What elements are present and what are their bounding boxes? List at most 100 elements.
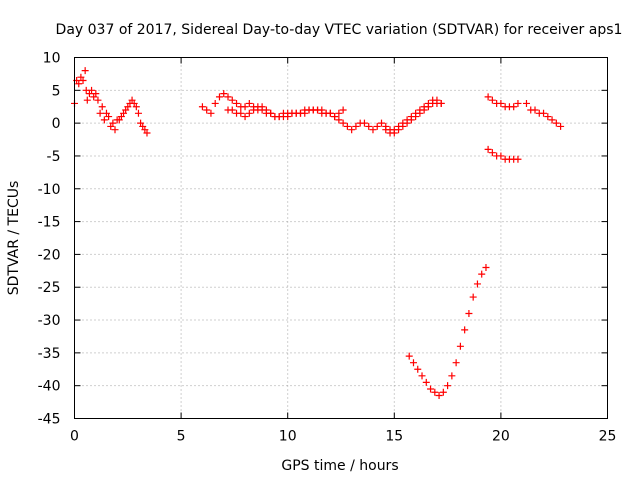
data-point	[326, 109, 334, 117]
chart-title: Day 037 of 2017, Sidereal Day-to-day VTE…	[56, 22, 623, 38]
data-point	[228, 96, 236, 104]
data-point	[207, 109, 215, 117]
data-point	[211, 99, 219, 107]
data-point	[427, 385, 435, 393]
data-point	[444, 382, 452, 390]
data-point	[100, 116, 108, 124]
data-point	[373, 122, 381, 130]
data-point	[412, 109, 420, 117]
x-tick-label: 20	[492, 429, 510, 445]
data-point	[360, 119, 368, 127]
data-point	[422, 378, 430, 386]
data-point	[439, 388, 447, 396]
y-tick-label: -35	[38, 346, 61, 362]
y-tick-label: -15	[38, 215, 61, 231]
data-point	[343, 122, 351, 130]
data-point	[245, 99, 253, 107]
data-point	[469, 293, 477, 301]
data-point	[448, 372, 456, 380]
data-point	[478, 270, 486, 278]
data-point	[262, 106, 270, 114]
data-point	[552, 119, 560, 127]
data-point	[228, 106, 236, 114]
data-point	[241, 113, 249, 121]
data-point	[339, 106, 347, 114]
data-point	[94, 96, 102, 104]
y-tick-label: -30	[38, 313, 61, 329]
data-point	[407, 113, 415, 121]
y-tick-label: -10	[38, 182, 61, 198]
data-point	[522, 99, 530, 107]
data-point	[105, 113, 113, 121]
data-point	[83, 96, 91, 104]
data-point	[540, 109, 548, 117]
x-tick-label: 10	[279, 429, 297, 445]
data-point	[497, 99, 505, 107]
y-tick-label: -25	[38, 280, 61, 296]
data-point	[484, 145, 492, 153]
data-point	[510, 103, 518, 111]
data-point	[514, 99, 522, 107]
data-point	[98, 103, 106, 111]
y-tick-label: -5	[47, 149, 61, 165]
series-0	[71, 67, 151, 137]
data-point	[258, 103, 266, 111]
data-point	[88, 86, 96, 94]
data-point	[488, 149, 496, 157]
data-point	[382, 122, 390, 130]
data-point	[414, 365, 422, 373]
series-7	[522, 99, 565, 130]
data-point	[245, 109, 253, 117]
x-tick-label: 5	[177, 429, 186, 445]
x-axis-label: GPS time / hours	[281, 458, 398, 474]
data-point	[203, 106, 211, 114]
data-point	[318, 106, 326, 114]
data-point	[284, 113, 292, 121]
data-point	[267, 109, 275, 117]
series-3	[382, 96, 445, 134]
data-point	[465, 309, 473, 317]
data-point	[514, 155, 522, 163]
data-point	[395, 122, 403, 130]
y-tick-label: 10	[43, 51, 61, 67]
data-point	[548, 116, 556, 124]
data-point	[143, 129, 151, 137]
data-point	[484, 93, 492, 101]
data-point	[461, 326, 469, 334]
data-point	[482, 264, 490, 272]
data-point	[544, 113, 552, 121]
x-tick-label: 25	[599, 429, 617, 445]
data-point	[488, 96, 496, 104]
data-point	[456, 342, 464, 350]
data-point	[431, 388, 439, 396]
data-point	[420, 103, 428, 111]
data-point	[134, 109, 142, 117]
data-point	[250, 106, 258, 114]
y-tick-label: 0	[52, 116, 61, 132]
data-point	[335, 116, 343, 124]
data-point	[433, 96, 441, 104]
data-point	[79, 76, 87, 84]
data-point	[399, 119, 407, 127]
series-4	[405, 264, 490, 400]
data-point	[215, 93, 223, 101]
data-point	[81, 67, 89, 75]
data-point	[497, 152, 505, 160]
data-point	[405, 352, 413, 360]
data-point	[296, 109, 304, 117]
y-tick-label: 5	[52, 83, 61, 99]
data-point	[418, 372, 426, 380]
x-tick-label: 15	[385, 429, 403, 445]
data-point	[132, 103, 140, 111]
data-point	[437, 99, 445, 107]
data-point	[473, 280, 481, 288]
series-5	[484, 93, 522, 111]
data-point	[331, 113, 339, 121]
data-point	[416, 106, 424, 114]
x-tick-label: 0	[70, 429, 79, 445]
data-point	[92, 90, 100, 98]
data-point	[109, 119, 117, 127]
y-tick-label: -45	[38, 412, 61, 428]
tick-labels: 0 5 10 15 20 25 10 5 0 -5 -10 -15 -20 -25 -30 -35 -40 -45	[38, 51, 617, 445]
